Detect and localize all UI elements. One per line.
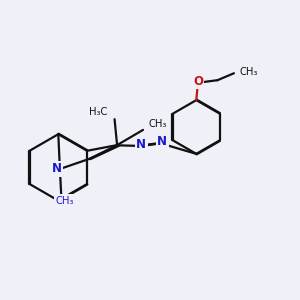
Text: N: N [157, 135, 167, 148]
Text: CH₃: CH₃ [149, 119, 167, 129]
Text: O: O [193, 75, 203, 88]
Text: CH₃: CH₃ [55, 196, 74, 206]
Text: N: N [52, 163, 62, 176]
Text: N: N [136, 138, 146, 151]
Text: H₃C: H₃C [89, 107, 108, 117]
Text: CH₃: CH₃ [240, 67, 258, 77]
